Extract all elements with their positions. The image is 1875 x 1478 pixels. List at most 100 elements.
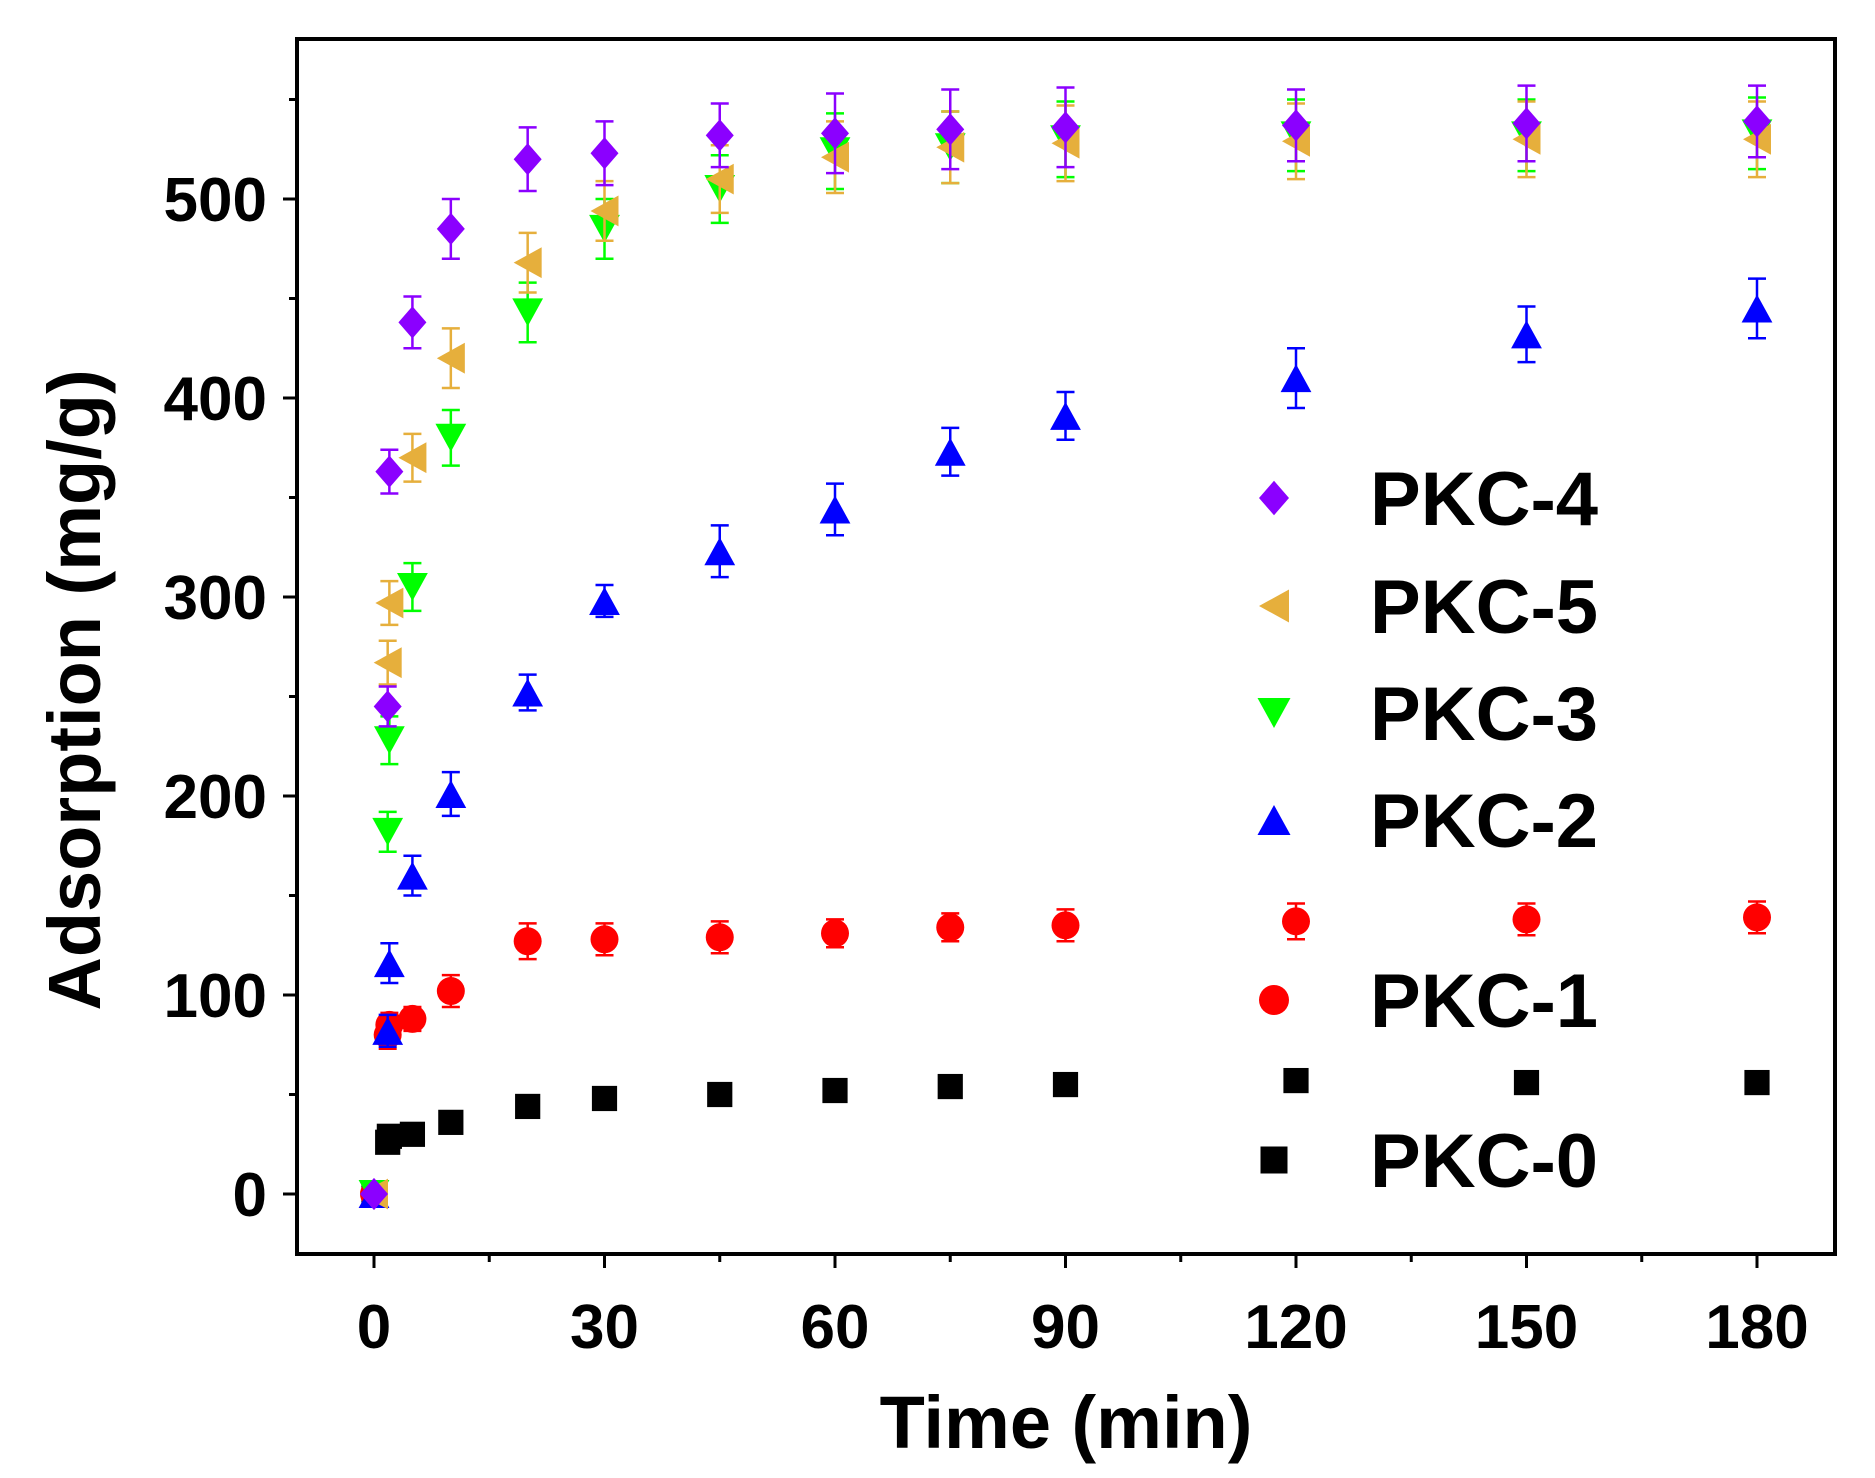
- data-point: [373, 949, 405, 978]
- data-point: [513, 927, 542, 956]
- data-point: [397, 573, 428, 602]
- data-point: [512, 678, 544, 707]
- legend-item-pkc-1: PKC-1: [1259, 959, 1598, 1044]
- legend-label: PKC-4: [1370, 457, 1598, 542]
- legend-marker: [1260, 1146, 1288, 1174]
- data-point: [1051, 911, 1080, 940]
- data-point: [1743, 903, 1771, 932]
- data-point: [436, 212, 465, 245]
- data-point: [398, 306, 427, 339]
- data-point: [398, 1004, 427, 1033]
- legend-marker: [1257, 698, 1291, 728]
- data-point: [822, 1077, 848, 1104]
- data-point: [435, 780, 467, 809]
- data-point: [1743, 105, 1771, 138]
- data-point: [936, 113, 965, 146]
- legend-marker: [1257, 805, 1291, 835]
- y-tick-label: 500: [164, 166, 267, 235]
- data-point: [373, 690, 402, 723]
- data-point: [1283, 1067, 1309, 1094]
- x-tick-label: 90: [1031, 1293, 1100, 1362]
- legend-marker: [1259, 985, 1289, 1015]
- series-pkc-0: [361, 1067, 1770, 1207]
- legend-label: PKC-5: [1370, 565, 1598, 650]
- data-point: [1051, 111, 1080, 144]
- data-point: [1280, 364, 1312, 393]
- data-point: [707, 1081, 733, 1108]
- series-pkc-1: [360, 900, 1771, 1208]
- data-point: [1744, 1069, 1770, 1096]
- data-point: [1511, 320, 1542, 349]
- data-point: [1513, 1069, 1540, 1096]
- y-tick-label: 0: [233, 1161, 267, 1230]
- data-point: [375, 455, 404, 488]
- data-point: [590, 195, 619, 227]
- x-axis-title: Time (min): [880, 1381, 1253, 1464]
- x-tick-label: 30: [570, 1293, 639, 1362]
- data-point: [373, 726, 405, 755]
- data-point: [1282, 907, 1310, 936]
- data-point: [934, 437, 966, 466]
- data-point: [372, 817, 404, 846]
- legend-item-pkc-4: PKC-4: [1259, 457, 1598, 542]
- legend-item-pkc-5: PKC-5: [1259, 565, 1598, 650]
- data-point: [438, 1109, 464, 1135]
- data-point: [1052, 1071, 1079, 1098]
- data-point: [590, 137, 619, 170]
- data-point: [376, 1123, 402, 1149]
- data-point: [398, 442, 427, 474]
- data-point: [821, 919, 849, 948]
- x-tick-label: 0: [357, 1293, 391, 1362]
- data-point: [1741, 294, 1773, 323]
- x-tick-label: 180: [1705, 1293, 1808, 1362]
- data-point: [590, 925, 619, 954]
- legend-item-pkc-2: PKC-2: [1257, 779, 1598, 864]
- data-point: [515, 1093, 541, 1120]
- data-point: [436, 342, 465, 374]
- data-point: [399, 1121, 426, 1147]
- data-point: [372, 1016, 404, 1045]
- legend-label: PKC-2: [1370, 779, 1598, 864]
- x-tick-label: 60: [801, 1293, 870, 1362]
- data-point: [821, 117, 849, 150]
- data-point: [375, 587, 404, 619]
- y-tick-label: 300: [164, 564, 267, 633]
- data-point: [397, 861, 428, 890]
- data-point: [705, 119, 734, 152]
- legend-label: PKC-3: [1370, 672, 1598, 757]
- data-point: [360, 1177, 388, 1211]
- data-point: [1512, 107, 1541, 140]
- data-point: [591, 1085, 618, 1112]
- legend-marker: [1259, 480, 1289, 516]
- y-tick-label: 400: [164, 365, 267, 434]
- data-point: [435, 423, 467, 452]
- data-point: [704, 537, 736, 566]
- data-point: [819, 495, 851, 524]
- data-point: [436, 977, 465, 1006]
- data-point: [589, 586, 620, 615]
- data-point: [1512, 905, 1541, 934]
- y-axis-title: Adsorption (mg/g): [33, 369, 116, 1010]
- data-point: [513, 143, 542, 176]
- data-point: [512, 298, 544, 327]
- legend-label: PKC-0: [1370, 1119, 1598, 1204]
- data-point: [1050, 401, 1081, 430]
- legend-label: PKC-1: [1370, 959, 1598, 1044]
- data-point: [1282, 109, 1310, 142]
- x-tick-label: 120: [1244, 1293, 1347, 1362]
- data-point: [936, 913, 965, 942]
- data-point: [705, 163, 734, 195]
- x-tick-label: 150: [1475, 1293, 1578, 1362]
- plot-area-frame: [295, 37, 1837, 1256]
- legend-marker: [1259, 589, 1289, 623]
- data-point: [937, 1073, 963, 1100]
- data-point: [373, 647, 402, 679]
- y-tick-label: 100: [164, 962, 267, 1031]
- y-tick-label: 200: [164, 763, 267, 832]
- series-pkc-4: [360, 84, 1771, 1211]
- legend-item-pkc-3: PKC-3: [1257, 672, 1598, 757]
- legend-item-pkc-0: PKC-0: [1260, 1119, 1598, 1204]
- data-point: [705, 923, 734, 952]
- data-point: [513, 247, 542, 279]
